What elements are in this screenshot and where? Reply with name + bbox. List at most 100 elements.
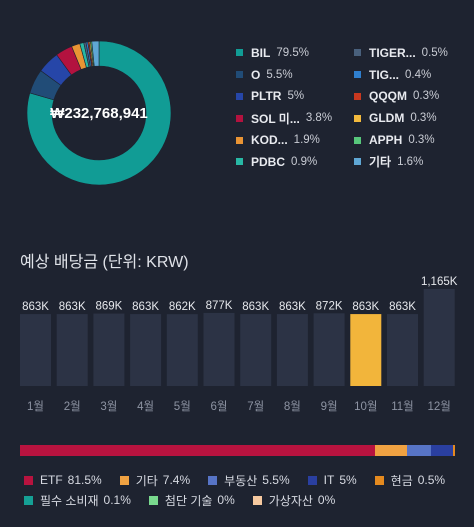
allocation-name: 가상자산	[268, 493, 313, 508]
holding-item[interactable]: SOL 미... 3.8%	[236, 107, 332, 129]
holding-item[interactable]: TIG... 0.4%	[354, 64, 448, 86]
holding-percent: 5.5%	[266, 68, 293, 81]
holding-color-swatch	[354, 71, 361, 79]
allocation-name: 기타	[135, 473, 158, 488]
month-label: 9월	[321, 400, 338, 413]
allocation-segment[interactable]	[20, 445, 375, 456]
sector-allocation-legend: ETF 81.5% 기타 7.4% 부동산 5.5% IT 5% 현금 0.5% 필수 소비재 0.1…	[24, 470, 464, 510]
allocation-legend-item[interactable]: IT 5%	[307, 473, 357, 487]
holding-name: GLDM	[369, 111, 405, 126]
holding-percent: 3.8%	[305, 112, 333, 125]
month-label: 4월	[137, 400, 154, 413]
dividend-bar[interactable]	[350, 314, 382, 386]
holding-name: PDBC	[251, 154, 286, 169]
allocation-segment[interactable]	[407, 445, 432, 456]
holding-color-swatch	[354, 92, 361, 100]
allocation-color-swatch	[24, 475, 33, 485]
holding-color-swatch	[354, 114, 361, 122]
allocation-name: IT	[323, 473, 335, 487]
holding-percent: 0.3%	[408, 134, 435, 147]
portfolio-donut-chart[interactable]: ₩232,768,941	[24, 38, 174, 188]
holding-color-swatch	[236, 158, 243, 166]
dividend-bar[interactable]	[276, 314, 308, 386]
holding-item[interactable]: APPH 0.3%	[354, 129, 448, 151]
holding-item[interactable]: GLDM 0.3%	[354, 107, 448, 129]
allocation-color-swatch	[208, 475, 218, 485]
allocation-color-swatch	[374, 475, 384, 485]
dividend-bar[interactable]	[20, 314, 51, 386]
dividend-bar[interactable]	[423, 288, 455, 386]
holding-percent: 0.5%	[421, 46, 448, 59]
allocation-legend-item[interactable]: 가상자산 0%	[252, 492, 336, 509]
dividend-bar[interactable]	[166, 314, 198, 386]
dividend-value-label: 869K	[95, 301, 122, 313]
holding-color-swatch	[236, 49, 243, 57]
dividend-bar[interactable]	[56, 314, 88, 386]
dividend-value-label: 863K	[242, 301, 269, 313]
allocation-color-swatch	[307, 475, 317, 485]
allocation-percent: 0%	[317, 493, 336, 507]
holding-percent: 1.6%	[397, 155, 424, 168]
allocation-legend-item[interactable]: ETF 81.5%	[24, 473, 102, 487]
dividend-value-label: 863K	[59, 301, 86, 313]
holding-name: 기타	[369, 155, 392, 170]
allocation-legend-item[interactable]: 기타 7.4%	[119, 472, 190, 489]
holding-name: TIG...	[369, 67, 399, 82]
holding-item[interactable]: TIGER... 0.5%	[354, 42, 448, 64]
allocation-segment[interactable]	[374, 445, 408, 456]
dividend-bar[interactable]	[313, 313, 345, 386]
dividend-bar[interactable]	[387, 314, 418, 386]
dividend-bar[interactable]	[240, 314, 272, 386]
month-label: 12월	[428, 400, 451, 413]
holdings-column-1: BIL 79.5% O 5.5% PLTR 5% SOL 미... 3.8% KOD... 1.9…	[236, 42, 332, 173]
holding-name: TIGER...	[369, 45, 416, 60]
dividend-value-label: 863K	[389, 301, 416, 313]
dividend-bar[interactable]	[130, 314, 162, 386]
holding-percent: 5%	[287, 90, 305, 103]
holding-name: SOL 미...	[251, 111, 300, 126]
donut-slice[interactable]	[26, 40, 172, 186]
month-label: 5월	[174, 400, 191, 413]
dividend-bar[interactable]	[93, 313, 125, 386]
dividend-bar[interactable]	[203, 312, 235, 386]
allocation-legend-item[interactable]: 필수 소비재 0.1%	[24, 492, 131, 509]
month-label: 1월	[27, 400, 44, 413]
dividend-value-label: 872K	[316, 300, 343, 312]
allocation-percent: 5%	[339, 473, 357, 487]
holding-item[interactable]: PDBC 0.9%	[236, 151, 332, 173]
sector-allocation-bar[interactable]	[20, 445, 455, 456]
holding-name: KOD...	[251, 133, 288, 148]
allocation-percent: 0.1%	[103, 493, 131, 507]
holding-color-swatch	[354, 49, 361, 57]
holding-percent: 0.9%	[291, 155, 318, 168]
holding-item[interactable]: KOD... 1.9%	[236, 129, 332, 151]
donut-svg	[26, 40, 172, 186]
month-label: 10월	[354, 400, 377, 413]
allocation-legend-item[interactable]: 첨단 기술 0%	[148, 492, 235, 509]
holding-name: PLTR	[251, 89, 282, 104]
holding-item[interactable]: QQQM 0.3%	[354, 86, 448, 108]
dividend-value-label: 1,165K	[421, 276, 458, 288]
holding-item[interactable]: O 5.5%	[236, 64, 332, 86]
allocation-name: 첨단 기술	[164, 493, 213, 508]
holding-item[interactable]: 기타 1.6%	[354, 151, 448, 173]
allocation-segment[interactable]	[452, 445, 455, 456]
allocation-segment[interactable]	[431, 445, 453, 456]
dividend-value-label: 863K	[352, 301, 379, 313]
allocation-legend-item[interactable]: 현금 0.5%	[374, 472, 445, 489]
allocation-percent: 0%	[217, 493, 235, 507]
holding-percent: 0.3%	[410, 112, 437, 125]
allocation-name: ETF	[40, 473, 63, 487]
holding-percent: 1.9%	[293, 134, 320, 147]
dividend-value-label: 863K	[132, 301, 159, 313]
holding-name: QQQM	[369, 89, 407, 104]
allocation-color-swatch	[252, 495, 262, 505]
dividend-section-title: 예상 배당금 (단위: KRW)	[20, 254, 189, 271]
holding-color-swatch	[354, 136, 361, 144]
dividend-value-label: 863K	[279, 301, 306, 313]
allocation-legend-item[interactable]: 부동산 5.5%	[208, 472, 290, 489]
holding-item[interactable]: PLTR 5%	[236, 86, 332, 108]
allocation-name: 필수 소비재	[40, 493, 99, 508]
holding-item[interactable]: BIL 79.5%	[236, 42, 332, 64]
donut-slice[interactable]	[91, 40, 100, 67]
